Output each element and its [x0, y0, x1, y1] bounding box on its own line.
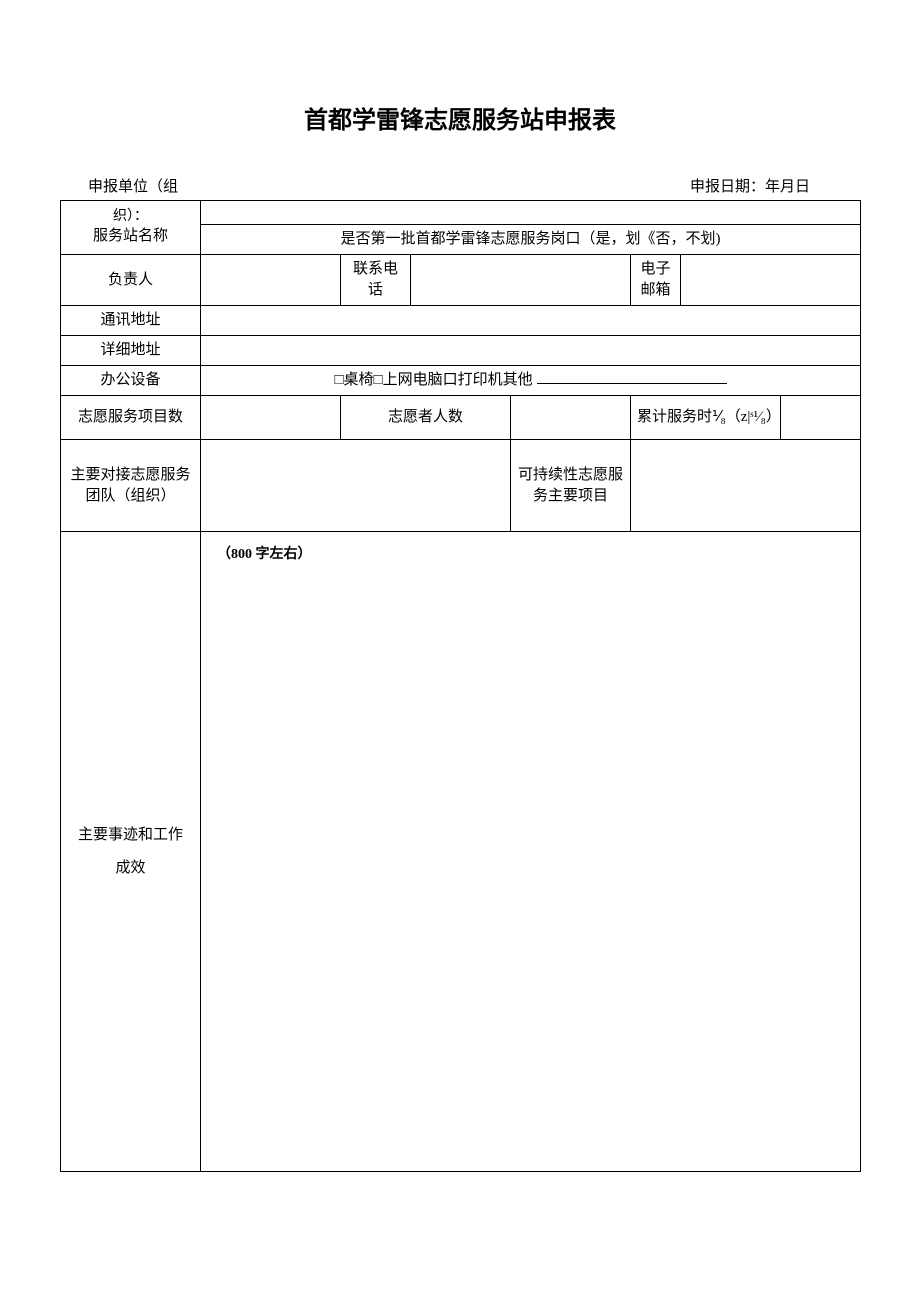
deeds-content[interactable]: （800 字左右）	[201, 532, 861, 1172]
service-hours-label: 累计服务时⅟₈（z|ˢ¹⁄₈）	[631, 396, 781, 440]
leader-label: 负责人	[61, 255, 201, 306]
project-count-value[interactable]	[201, 396, 341, 440]
deeds-note: （800 字左右）	[217, 547, 312, 562]
form-header: 申报单位（组 申报日期：年月日	[60, 175, 860, 196]
batch-question: 是否第一批首都学雷锋志愿服务岗口（是，划《否，不划)	[201, 225, 861, 255]
addr-value[interactable]	[201, 306, 861, 336]
application-form-table: 织）： 服务站名称 是否第一批首都学雷锋志愿服务岗口（是，划《否，不划) 负责人…	[60, 200, 861, 1172]
phone-label: 联系电话	[341, 255, 411, 306]
volunteer-count-label: 志愿者人数	[341, 396, 511, 440]
equipment-value[interactable]: □桌椅□上网电脑口打印机其他	[201, 366, 861, 396]
volunteer-count-value[interactable]	[511, 396, 631, 440]
team-label: 主要对接志愿服务团队（组织）	[61, 440, 201, 532]
unit-label: 申报单位（组	[70, 175, 178, 196]
email-label: 电子邮箱	[631, 255, 681, 306]
form-title: 首都学雷锋志愿服务站申报表	[60, 100, 860, 135]
detail-addr-label: 详细地址	[61, 336, 201, 366]
project-count-label: 志愿服务项目数	[61, 396, 201, 440]
date-label: 申报日期：年月日	[690, 175, 850, 196]
sustainable-value[interactable]	[631, 440, 861, 532]
station-name-value[interactable]	[201, 201, 861, 225]
station-name-label: 织）： 服务站名称	[61, 201, 201, 255]
email-value[interactable]	[681, 255, 861, 306]
phone-value[interactable]	[411, 255, 631, 306]
addr-label: 通讯地址	[61, 306, 201, 336]
deeds-label: 主要事迹和工作 成效	[61, 532, 201, 1172]
sustainable-label: 可持续性志愿服务主要项目	[511, 440, 631, 532]
detail-addr-value[interactable]	[201, 336, 861, 366]
equipment-label: 办公设备	[61, 366, 201, 396]
leader-value[interactable]	[201, 255, 341, 306]
service-hours-value[interactable]	[781, 396, 861, 440]
team-value[interactable]	[201, 440, 511, 532]
